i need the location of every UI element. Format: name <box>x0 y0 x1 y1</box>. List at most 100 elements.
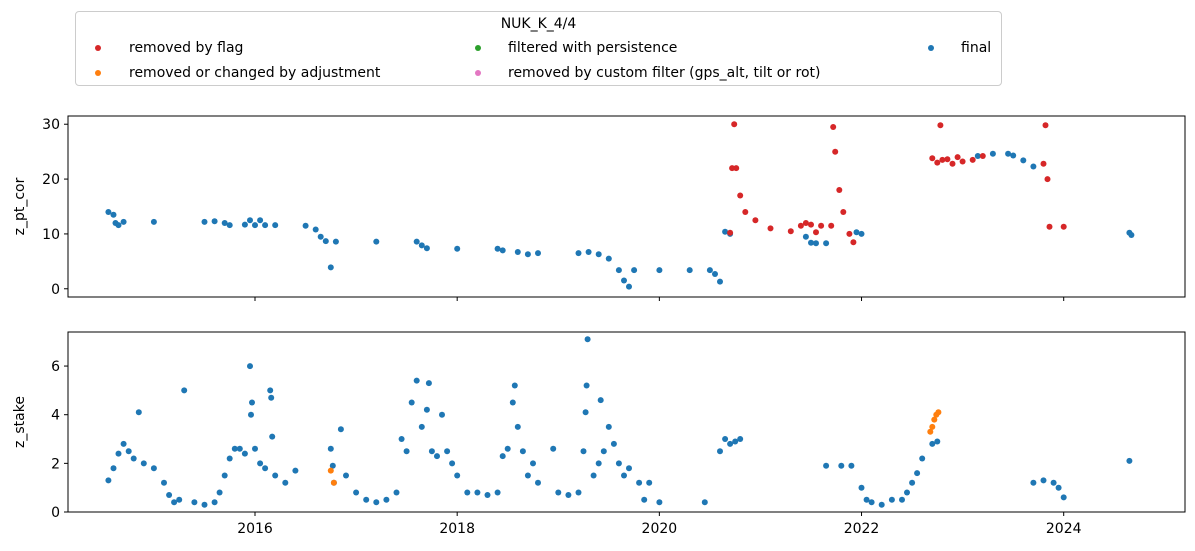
ylabel-1: z_stake <box>12 396 28 448</box>
ytick-label-1-1: 2 <box>51 456 60 472</box>
point-1-final-57 <box>454 472 461 479</box>
point-1-final-113 <box>1030 479 1037 486</box>
point-0-removed-by-flag-1 <box>729 165 736 172</box>
point-1-final-9 <box>161 479 167 486</box>
point-0-final-18 <box>317 233 324 240</box>
xtick-label-1-0: 2016 <box>237 521 273 537</box>
point-0-final-11 <box>247 217 253 224</box>
point-1-final-3 <box>120 440 127 447</box>
ytick-label-0-1: 10 <box>42 227 60 243</box>
point-0-final-60 <box>1128 232 1135 238</box>
ytick-label-0-0: 0 <box>51 282 60 298</box>
point-0-removed-by-flag-10 <box>802 220 809 226</box>
point-0-removed-by-flag-29 <box>969 156 976 163</box>
point-1-final-91 <box>656 499 663 506</box>
point-1-final-55 <box>444 448 451 455</box>
point-0-final-42 <box>706 267 713 274</box>
point-1-final-60 <box>484 492 491 498</box>
point-0-final-47 <box>802 233 809 240</box>
point-1-final-86 <box>621 472 627 479</box>
point-1-final-5 <box>130 455 137 462</box>
legend-item-filtered-persistence: filtered with persistence <box>508 40 678 56</box>
point-1-final-6 <box>135 409 142 416</box>
point-1-final-1 <box>110 465 117 472</box>
point-0-final-49 <box>813 240 819 247</box>
point-0-final-3 <box>115 222 122 229</box>
point-0-final-17 <box>312 226 319 233</box>
point-0-final-8 <box>221 220 228 226</box>
point-1-final-16 <box>211 499 218 506</box>
point-0-final-4 <box>120 218 127 225</box>
point-1-final-79 <box>590 472 597 479</box>
point-0-final-5 <box>150 218 157 225</box>
point-1-final-44 <box>393 489 400 496</box>
point-1-final-96 <box>732 438 739 445</box>
point-1-final-39 <box>343 472 349 479</box>
point-1-final-65 <box>511 382 518 389</box>
point-0-final-28 <box>499 247 506 254</box>
point-1-final-53 <box>434 453 440 460</box>
legend-item-removed-by-flag: removed by flag <box>129 40 244 56</box>
point-1-final-51 <box>425 380 432 387</box>
point-1-final-109 <box>914 470 921 477</box>
point-0-removed-by-flag-22 <box>934 159 941 166</box>
point-1-final-93 <box>717 448 723 455</box>
plot-frame-1 <box>67 331 1186 513</box>
point-1-final-2 <box>115 450 122 457</box>
ytick-label-0-2: 20 <box>42 172 60 188</box>
point-1-final-32 <box>272 472 279 479</box>
point-0-final-40 <box>656 267 663 274</box>
point-0-final-0 <box>105 209 112 215</box>
point-0-removed-by-flag-5 <box>742 209 749 215</box>
point-1-final-33 <box>282 479 289 486</box>
point-0-removed-by-flag-19 <box>846 230 853 237</box>
point-1-final-106 <box>899 496 905 503</box>
point-1-final-66 <box>514 423 521 430</box>
point-0-removed-by-flag-26 <box>949 160 956 167</box>
point-1-final-81 <box>597 397 604 404</box>
legend-marker-removed-by-flag <box>95 45 101 51</box>
point-0-removed-by-flag-33 <box>1044 176 1051 183</box>
point-0-removed-by-flag-2 <box>731 121 738 128</box>
point-1-final-92 <box>701 499 708 506</box>
point-0-final-24 <box>418 242 425 249</box>
point-1-final-115 <box>1050 479 1057 486</box>
point-1-final-41 <box>363 496 370 503</box>
point-0-final-54 <box>989 150 996 157</box>
legend-marker-final <box>928 45 934 51</box>
point-1-final-52 <box>428 448 435 455</box>
point-0-final-32 <box>575 250 582 257</box>
point-1-final-85 <box>615 460 622 467</box>
legend-marker-removed-or-changed <box>95 70 101 76</box>
point-1-final-117 <box>1060 494 1067 501</box>
point-1-final-0 <box>105 477 112 484</box>
point-0-final-39 <box>631 267 638 274</box>
point-1-final-20 <box>231 445 238 452</box>
point-1-final-59 <box>474 489 481 496</box>
point-0-final-31 <box>535 250 541 257</box>
point-1-final-45 <box>398 436 405 442</box>
plot-frame-0 <box>67 115 1186 298</box>
point-0-final-34 <box>595 251 602 258</box>
point-1-final-17 <box>216 489 223 496</box>
point-0-final-1 <box>110 211 117 218</box>
point-0-removed-by-flag-18 <box>840 209 847 215</box>
point-1-final-76 <box>582 409 589 416</box>
point-1-final-62 <box>499 453 506 460</box>
point-0-removed-by-flag-17 <box>836 187 843 193</box>
point-1-final-58 <box>464 489 471 496</box>
point-0-removed-by-flag-4 <box>737 192 744 199</box>
point-0-final-53 <box>974 153 981 159</box>
legend: NUK_K_4/4 removed by flag removed or cha… <box>75 11 1002 86</box>
point-0-final-29 <box>514 249 521 255</box>
point-1-removed-or-changed-by-adjustment-1 <box>330 479 337 486</box>
point-0-final-25 <box>423 245 430 252</box>
point-0-final-30 <box>524 251 531 258</box>
point-1-removed-or-changed-by-adjustment-0 <box>327 467 334 474</box>
point-1-final-107 <box>904 489 910 496</box>
point-1-final-49 <box>418 423 425 430</box>
point-0-final-27 <box>494 245 501 252</box>
point-1-final-11 <box>171 499 178 506</box>
point-0-removed-by-flag-15 <box>830 124 837 130</box>
